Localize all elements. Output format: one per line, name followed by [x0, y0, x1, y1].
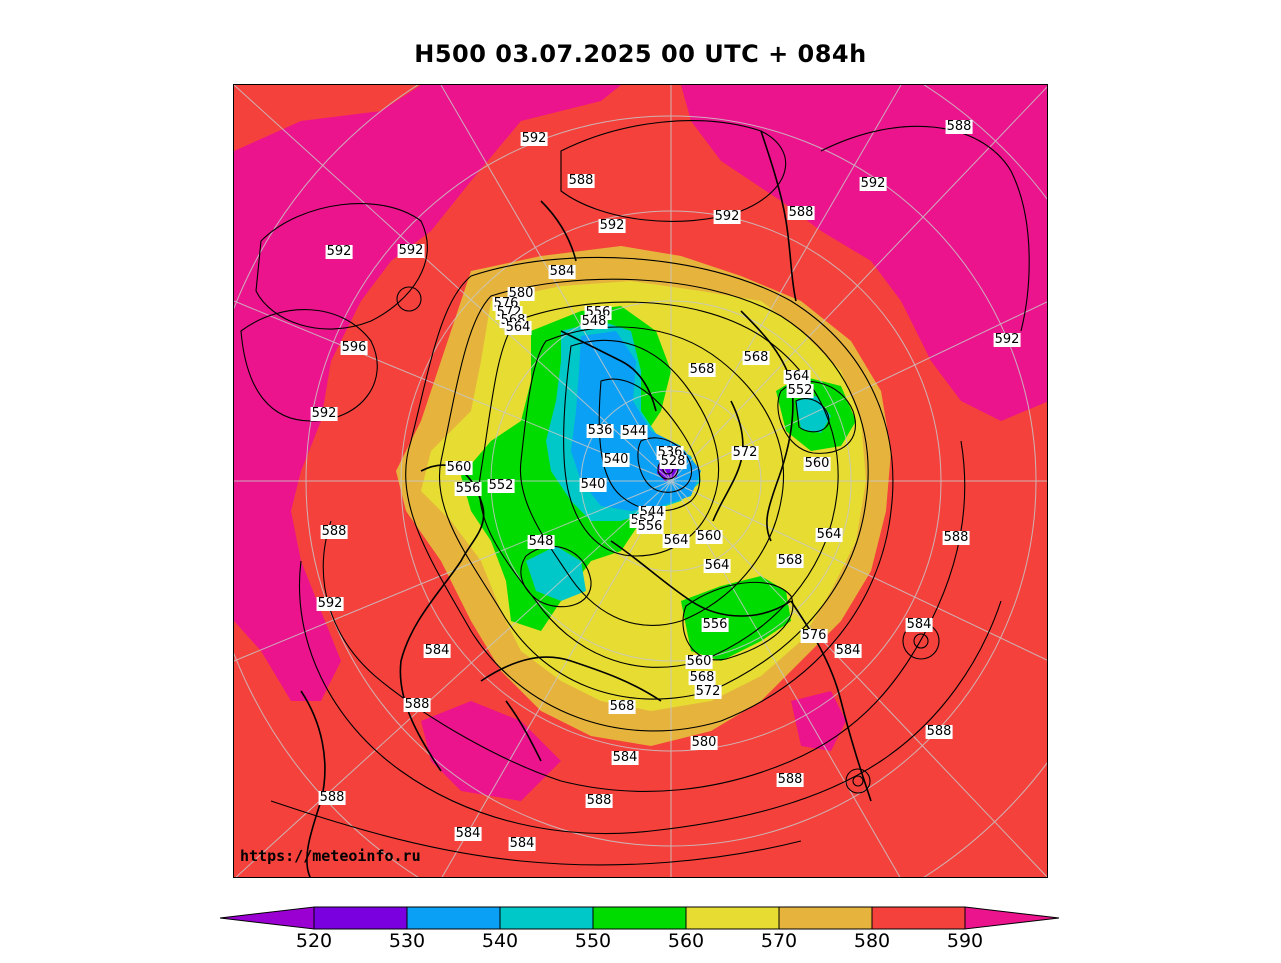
contour-label: 540	[602, 452, 630, 467]
contour-label: 568	[776, 553, 804, 568]
field-590-region	[234, 85, 621, 701]
contour-label: 544	[620, 424, 648, 439]
contour-label: 556	[454, 481, 482, 496]
colorbar-segment	[592, 906, 687, 930]
contour-label: 592	[713, 209, 741, 224]
colorbar	[220, 906, 1060, 930]
contour-label: 568	[742, 350, 770, 365]
geopotential-field	[234, 85, 1047, 877]
colorbar-tick-label: 530	[388, 930, 426, 952]
contour-label: 548	[580, 314, 608, 329]
contour-label: 560	[685, 654, 713, 669]
field-590-region	[791, 691, 846, 751]
colorbar-segment	[685, 906, 780, 930]
height-contours	[240, 120, 1030, 866]
colorbar-tick-label: 520	[295, 930, 333, 952]
contour-label: 560	[695, 529, 723, 544]
contour-label: 588	[942, 530, 970, 545]
contour-label: 584	[905, 617, 933, 632]
contour-label: 592	[859, 176, 887, 191]
contour-label: 588	[776, 772, 804, 787]
contour-label: 560	[803, 456, 831, 471]
contour-label: 592	[993, 332, 1021, 347]
contour-label: 528	[659, 454, 687, 469]
contour-label: 540	[579, 477, 607, 492]
field-550-region	[681, 576, 791, 661]
contour-label: 584	[834, 643, 862, 658]
contour-label: 592	[325, 244, 353, 259]
contour-label: 592	[520, 131, 548, 146]
contour-label: 552	[786, 383, 814, 398]
colorbar-tick-label: 580	[853, 930, 891, 952]
contour-label: 564	[783, 369, 811, 384]
contour-label: 588	[567, 173, 595, 188]
contour-label: 548	[527, 534, 555, 549]
contour-label: 592	[598, 218, 626, 233]
contour-label: 584	[508, 836, 536, 851]
colorbar-over-arrow	[964, 906, 1060, 930]
contour-label: 596	[340, 340, 368, 355]
contour-label: 536	[586, 423, 614, 438]
contour-label: 588	[787, 205, 815, 220]
colorbar-tick-label: 550	[574, 930, 612, 952]
colorbar-segment	[778, 906, 873, 930]
contour-label: 572	[694, 684, 722, 699]
colorbar-segment	[871, 906, 966, 930]
contour-label: 588	[945, 119, 973, 134]
contour-label: 588	[925, 724, 953, 739]
contour-label: 560	[445, 460, 473, 475]
contour-label: 584	[423, 643, 451, 658]
contour-label: 568	[688, 362, 716, 377]
source-url[interactable]: https://meteoinfo.ru	[240, 847, 421, 865]
contour-label: 572	[731, 445, 759, 460]
contour-label: 564	[815, 527, 843, 542]
colorbar-tick-label: 560	[667, 930, 705, 952]
contour-label: 588	[318, 790, 346, 805]
contour-label: 564	[703, 558, 731, 573]
contour-label: 588	[585, 793, 613, 808]
colorbar-segment	[406, 906, 501, 930]
colorbar-segment	[313, 906, 408, 930]
colorbar-segment	[499, 906, 594, 930]
contour-label: 584	[454, 826, 482, 841]
contour-label: 556	[701, 617, 729, 632]
colorbar-tick-label: 540	[481, 930, 519, 952]
contour-label: 588	[320, 524, 348, 539]
map-title: H500 03.07.2025 00 UTC + 084h	[414, 40, 867, 68]
colorbar-tick-label: 590	[946, 930, 984, 952]
contour-label: 564	[662, 533, 690, 548]
contour-label: 564	[504, 320, 532, 335]
contour-label: 568	[608, 699, 636, 714]
contour-label: 584	[611, 750, 639, 765]
contour-label: 568	[688, 670, 716, 685]
contour-label: 592	[397, 243, 425, 258]
map-panel: 592 588 592 592 588 592 588 592 592 584 580 576 572 5…	[233, 84, 1048, 878]
contour-label: 592	[310, 406, 338, 421]
contour-label: 552	[487, 478, 515, 493]
contour-label: 580	[690, 735, 718, 750]
contour-label: 576	[800, 628, 828, 643]
colorbar-tick-label: 570	[760, 930, 798, 952]
colorbar-under-arrow	[220, 906, 315, 930]
contour-label: 592	[316, 596, 344, 611]
contour-label: 588	[403, 697, 431, 712]
contour-label: 556	[636, 519, 664, 534]
contour-label: 584	[548, 264, 576, 279]
field-540-region	[526, 546, 586, 601]
